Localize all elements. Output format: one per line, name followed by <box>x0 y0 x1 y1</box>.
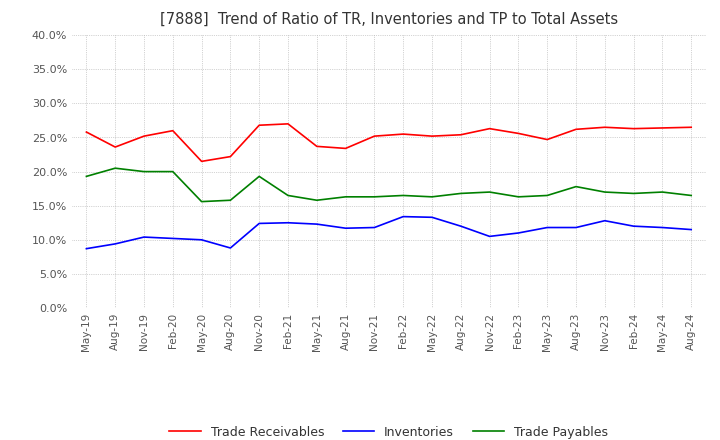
Inventories <box>341 226 350 231</box>
Trade Payables <box>514 194 523 199</box>
Inventories <box>572 225 580 230</box>
Inventories <box>82 246 91 251</box>
Trade Receivables <box>543 137 552 142</box>
Inventories <box>312 221 321 227</box>
Trade Payables <box>197 199 206 204</box>
Inventories <box>226 246 235 251</box>
Trade Payables <box>485 189 494 194</box>
Trade Payables <box>284 193 292 198</box>
Legend: Trade Receivables, Inventories, Trade Payables: Trade Receivables, Inventories, Trade Pa… <box>164 421 613 440</box>
Trade Payables <box>140 169 148 174</box>
Trade Receivables <box>572 127 580 132</box>
Trade Payables <box>687 193 696 198</box>
Line: Inventories: Inventories <box>86 216 691 249</box>
Inventories <box>370 225 379 230</box>
Trade Receivables <box>485 126 494 131</box>
Trade Payables <box>658 189 667 194</box>
Inventories <box>168 236 177 241</box>
Trade Payables <box>572 184 580 189</box>
Trade Receivables <box>456 132 465 137</box>
Trade Receivables <box>168 128 177 133</box>
Trade Receivables <box>600 125 609 130</box>
Inventories <box>399 214 408 219</box>
Inventories <box>543 225 552 230</box>
Trade Receivables <box>341 146 350 151</box>
Trade Receivables <box>399 132 408 137</box>
Trade Payables <box>226 198 235 203</box>
Trade Receivables <box>687 125 696 130</box>
Trade Payables <box>168 169 177 174</box>
Trade Receivables <box>111 144 120 150</box>
Trade Receivables <box>197 159 206 164</box>
Trade Receivables <box>370 133 379 139</box>
Inventories <box>111 241 120 246</box>
Inventories <box>600 218 609 224</box>
Trade Payables <box>629 191 638 196</box>
Trade Receivables <box>514 131 523 136</box>
Title: [7888]  Trend of Ratio of TR, Inventories and TP to Total Assets: [7888] Trend of Ratio of TR, Inventories… <box>160 12 618 27</box>
Inventories <box>140 235 148 240</box>
Trade Payables <box>370 194 379 199</box>
Trade Payables <box>82 174 91 179</box>
Trade Payables <box>456 191 465 196</box>
Trade Receivables <box>312 144 321 149</box>
Inventories <box>687 227 696 232</box>
Trade Receivables <box>140 133 148 139</box>
Trade Payables <box>428 194 436 199</box>
Trade Payables <box>399 193 408 198</box>
Trade Payables <box>341 194 350 199</box>
Trade Payables <box>543 193 552 198</box>
Inventories <box>658 225 667 230</box>
Inventories <box>197 237 206 242</box>
Trade Receivables <box>658 125 667 131</box>
Trade Payables <box>255 174 264 179</box>
Line: Trade Payables: Trade Payables <box>86 168 691 202</box>
Trade Payables <box>111 165 120 171</box>
Inventories <box>428 215 436 220</box>
Inventories <box>485 234 494 239</box>
Trade Receivables <box>226 154 235 159</box>
Trade Receivables <box>82 129 91 135</box>
Trade Payables <box>312 198 321 203</box>
Trade Payables <box>600 189 609 194</box>
Inventories <box>514 230 523 235</box>
Inventories <box>629 224 638 229</box>
Line: Trade Receivables: Trade Receivables <box>86 124 691 161</box>
Trade Receivables <box>629 126 638 131</box>
Inventories <box>456 224 465 229</box>
Trade Receivables <box>284 121 292 126</box>
Inventories <box>255 221 264 226</box>
Inventories <box>284 220 292 225</box>
Trade Receivables <box>255 123 264 128</box>
Trade Receivables <box>428 133 436 139</box>
